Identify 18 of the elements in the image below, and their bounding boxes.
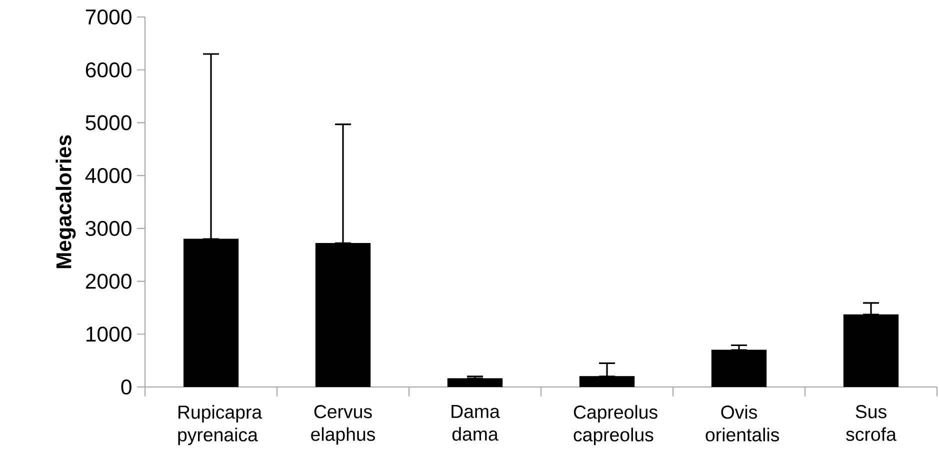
x-tick-label: Dama dama bbox=[452, 405, 500, 441]
y-tick-label: 7000 bbox=[86, 9, 132, 25]
bar bbox=[447, 378, 503, 387]
x-tick-label: Cervus elaphus bbox=[311, 405, 375, 445]
x-tick-label: Sus scrofa bbox=[846, 405, 896, 441]
y-tick-label: 1000 bbox=[86, 326, 132, 342]
x-tick-label: Ovis orientalis bbox=[706, 405, 780, 442]
y-tick-label: 5000 bbox=[86, 115, 132, 130]
y-tick-label: 2000 bbox=[86, 274, 132, 289]
x-tick-label: Rupicapra pyrenaica bbox=[178, 405, 262, 446]
bar bbox=[711, 350, 767, 387]
y-axis-title: Megacalories bbox=[56, 135, 76, 268]
bar bbox=[183, 238, 239, 387]
y-tick-label: 6000 bbox=[86, 62, 132, 78]
y-tick-label: 3000 bbox=[86, 220, 132, 236]
x-tick-label: Capreolus capreolus bbox=[574, 405, 658, 446]
y-tick-label: 0 bbox=[121, 379, 132, 395]
y-tick-label: 4000 bbox=[85, 168, 132, 184]
